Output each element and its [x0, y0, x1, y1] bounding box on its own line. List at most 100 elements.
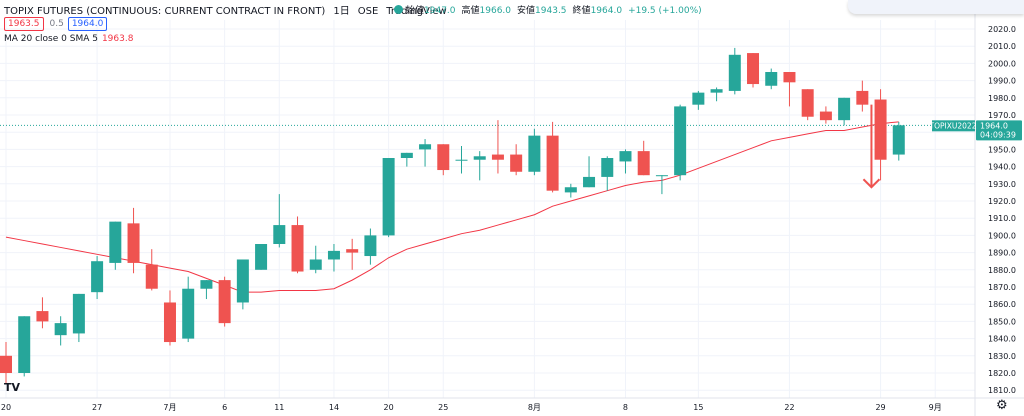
x-axis-tick-label: 20: [1, 403, 11, 412]
chart-legend: TOPIX FUTURES (CONTINUOUS: CURRENT CONTR…: [0, 0, 680, 44]
symbol-tag: TOPIXU2022: [929, 121, 977, 130]
candle-up: [18, 316, 31, 373]
y-axis-tick-label: 2010.0: [988, 42, 1016, 51]
candle-down: [874, 99, 887, 160]
y-axis-tick-label: 1810.0: [988, 386, 1016, 395]
symbol-title[interactable]: TOPIX FUTURES (CONTINUOUS: CURRENT CONTR…: [4, 6, 326, 17]
candle-up: [583, 176, 596, 188]
x-axis-tick-label: 22: [784, 403, 794, 412]
x-axis-tick-label: 20: [384, 403, 394, 412]
last-price-label: 1964.0: [980, 121, 1008, 130]
candle-up: [72, 293, 85, 334]
candle-up: [655, 175, 668, 177]
low-value: 1943.5: [535, 6, 567, 16]
candle-up: [400, 152, 413, 158]
x-axis-tick-label: 11: [274, 403, 284, 412]
candle-up: [473, 156, 486, 160]
candle-down: [546, 135, 559, 191]
candle-up: [455, 159, 468, 161]
sell-price-button[interactable]: 1963.5: [4, 17, 44, 31]
candle-down: [291, 225, 304, 272]
candle-up: [619, 151, 632, 162]
x-axis-tick-label: 25: [438, 403, 448, 412]
candle-up: [528, 135, 541, 172]
buy-price-button[interactable]: 1964.0: [67, 17, 108, 31]
arrow-annotation-head: [862, 178, 881, 189]
ohlc-legend: 始値1947.0 高値1966.0 安値1943.5 終値1964.0 +19.5 (+…: [394, 3, 708, 16]
spread-value: 0.5: [49, 19, 64, 29]
y-axis-tick-label: 2020.0: [988, 25, 1016, 34]
ma-line: [5, 121, 899, 293]
x-axis-tick-label: 8月: [528, 403, 541, 412]
candle-down: [437, 144, 450, 171]
y-axis-tick-label: 1830.0: [988, 352, 1016, 361]
candle-up: [674, 106, 687, 176]
candle-up: [200, 280, 213, 289]
candle-down: [637, 151, 650, 176]
symbol-tag-bg: [932, 120, 975, 132]
y-axis-tick-label: 1910.0: [988, 214, 1016, 223]
candle-up: [692, 92, 705, 105]
market-status-dot-icon: [394, 5, 403, 14]
candle-down: [0, 355, 12, 373]
y-axis-tick-label: 1970.0: [988, 111, 1016, 120]
close-value: 1964.0: [590, 6, 623, 16]
ma-indicator-label: MA 20 close 0 SMA 5: [4, 34, 98, 44]
candle-up: [255, 244, 268, 270]
candle-up: [564, 187, 577, 193]
symbol-title-row[interactable]: TOPIX FUTURES (CONTINUOUS: CURRENT CONTR…: [4, 2, 455, 17]
candle-up: [109, 221, 122, 263]
x-axis-tick-label: 8: [623, 403, 628, 412]
candle-up: [838, 97, 851, 121]
candle-down: [346, 249, 359, 253]
y-axis-tick-label: 1860.0: [988, 300, 1016, 309]
y-axis-tick-label: 1980.0: [988, 94, 1016, 103]
open-value: 1947.0: [424, 6, 456, 16]
candle-up: [54, 323, 67, 336]
tradingview-logo-icon[interactable]: TV: [4, 381, 21, 394]
x-axis-tick-label: 15: [693, 403, 703, 412]
x-axis-tick-label: 14: [329, 403, 339, 412]
gear-icon[interactable]: ⚙: [996, 398, 1008, 413]
candle-down: [163, 302, 176, 343]
candle-up: [182, 288, 195, 339]
ma-indicator-legend[interactable]: MA 20 close 0 SMA 5 1963.8: [4, 34, 133, 44]
candle-down: [510, 154, 523, 172]
y-axis-tick-label: 1940.0: [988, 163, 1016, 172]
candle-down: [801, 89, 814, 117]
candle-up: [382, 158, 395, 236]
x-axis-tick-label: 7月: [163, 403, 176, 412]
x-axis-tick-label: 6: [222, 403, 227, 412]
candle-down: [127, 223, 140, 263]
candle-up: [309, 259, 322, 270]
candle-up: [364, 235, 377, 257]
x-axis-tick-label: 29: [875, 403, 885, 412]
candle-down: [856, 90, 869, 105]
y-axis-tick-label: 1990.0: [988, 77, 1016, 86]
candle-up: [273, 225, 286, 244]
y-axis-tick-label: 1850.0: [988, 317, 1016, 326]
x-axis-tick-label: 27: [92, 403, 102, 412]
candle-down: [491, 154, 504, 160]
candle-up: [327, 250, 340, 260]
candle-down: [819, 111, 832, 121]
y-axis-tick-label: 2000.0: [988, 59, 1016, 68]
candle-up: [419, 144, 432, 150]
y-axis-tick-label: 1840.0: [988, 335, 1016, 344]
y-axis-tick-label: 1920.0: [988, 197, 1016, 206]
candle-up: [91, 261, 104, 293]
source-label: TradingView: [386, 6, 447, 17]
candle-down: [783, 72, 796, 83]
last-price-label-bg: [976, 120, 1022, 141]
candle-up: [601, 158, 614, 177]
ma-indicator-value: 1963.8: [101, 34, 134, 44]
candle-down: [218, 280, 231, 324]
candle-up: [765, 72, 778, 86]
top-right-panel-tab[interactable]: [848, 0, 1024, 14]
bid-ask-row: 1963.5 0.5 1964.0: [4, 17, 108, 31]
candle-down: [145, 264, 158, 289]
candle-up: [728, 54, 741, 91]
interval-label[interactable]: 1日: [333, 6, 350, 17]
y-axis-tick-label: 1930.0: [988, 180, 1016, 189]
